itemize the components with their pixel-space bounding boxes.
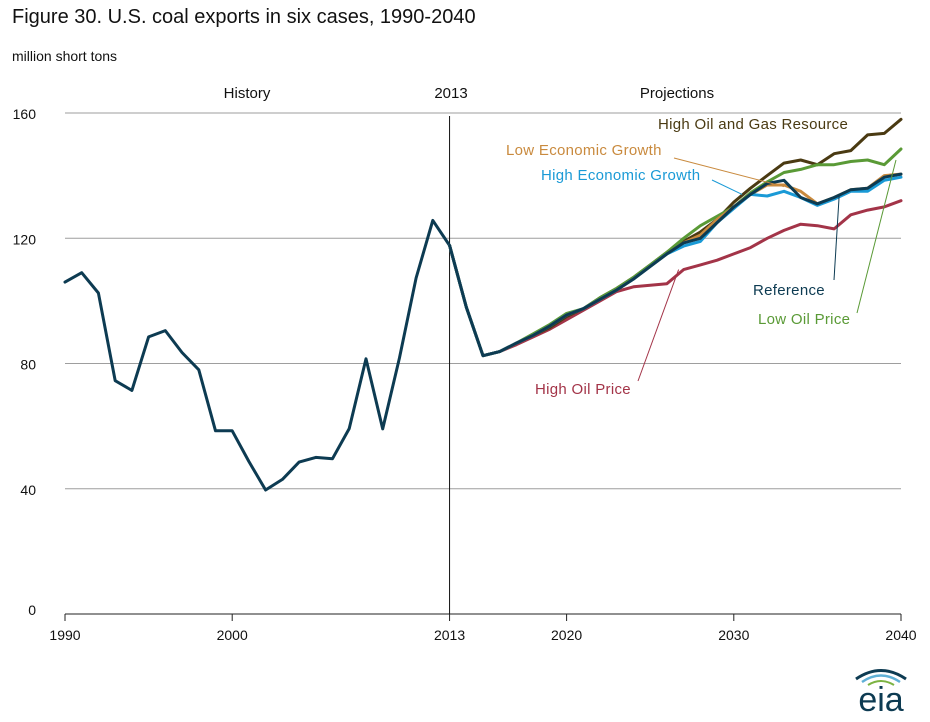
- x-tick-label-2020: 2020: [551, 627, 582, 643]
- series-line-reference: [448, 172, 903, 358]
- y-tick-label-80: 80: [20, 357, 36, 373]
- x-tick-label-2000: 2000: [217, 627, 248, 643]
- leader-line-high-economic-growth: [711, 179, 743, 195]
- axes: 0 40 80 120 160 1990 2000 2013 2020 2030 2040: [13, 106, 917, 643]
- x-tick-label-1990: 1990: [49, 627, 80, 643]
- leader-line-reference: [833, 195, 840, 281]
- y-axis-units-label: million short tons: [12, 48, 118, 64]
- series-label-low-economic-growth: Low Economic Growth: [506, 142, 662, 159]
- x-tick-label-2030: 2030: [718, 627, 749, 643]
- chart-title: Figure 30. U.S. coal exports in six case…: [12, 6, 476, 28]
- leader-line-high-oil-price: [637, 269, 680, 382]
- x-tick-label-2013: 2013: [434, 627, 465, 643]
- series-label-low-oil-price: Low Oil Price: [758, 311, 850, 328]
- series-label-high-oil-and-gas-resource: High Oil and Gas Resource: [658, 116, 848, 133]
- series-line-high-economic-growth: [448, 175, 903, 358]
- divider-year-label: 2013: [434, 85, 467, 102]
- label-leader-lines: [637, 157, 897, 382]
- projections-label: Projections: [640, 85, 714, 102]
- y-tick-label-40: 40: [20, 482, 36, 498]
- logo-arc-dark: [855, 669, 907, 681]
- series-lines: [63, 117, 903, 492]
- eia-logo: eia: [855, 669, 907, 716]
- logo-text: eia: [858, 681, 903, 716]
- history-label: History: [224, 85, 271, 102]
- history-projection-divider: History 2013 Projections: [224, 85, 714, 614]
- series-label-reference: Reference: [753, 282, 825, 299]
- x-tick-label-2040: 2040: [885, 627, 916, 643]
- text-labels: High Oil and Gas Resource Low Economic Gr…: [506, 116, 850, 398]
- logo-arc-light: [861, 674, 901, 684]
- series-label-high-oil-price: High Oil Price: [535, 381, 631, 398]
- gridlines: [65, 112, 901, 490]
- logo-arc-green: [867, 680, 895, 686]
- leader-line-low-economic-growth: [673, 157, 785, 188]
- series-label-high-economic-growth: High Economic Growth: [541, 167, 700, 184]
- series-line-history: [63, 218, 452, 492]
- series-line-low-economic-growth: [448, 172, 903, 358]
- y-tick-label-120: 120: [13, 231, 37, 247]
- y-tick-label-160: 160: [13, 106, 37, 122]
- leader-line-low-oil-price: [856, 159, 897, 314]
- y-tick-label-0: 0: [28, 602, 36, 618]
